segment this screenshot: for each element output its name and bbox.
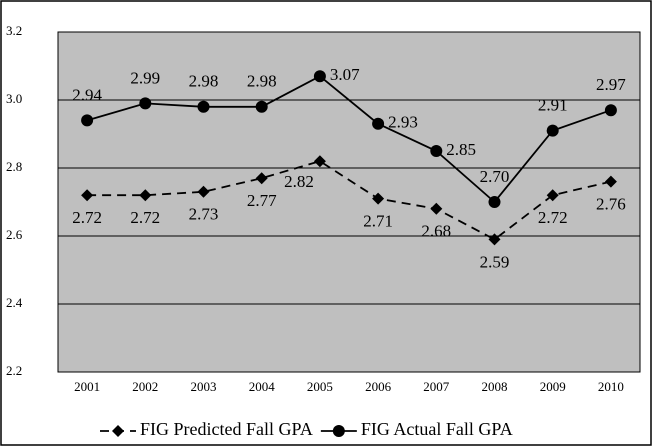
- legend-label: FIG Actual Fall GPA: [361, 419, 513, 439]
- data-point: [197, 185, 210, 198]
- data-point: [313, 155, 326, 168]
- data-label: 2.72: [538, 208, 568, 227]
- data-point: [430, 145, 443, 157]
- x-tick-label: 2003: [191, 379, 217, 394]
- data-point: [255, 172, 268, 185]
- data-label: 2.97: [596, 75, 626, 94]
- x-tick-label: 2005: [307, 379, 333, 394]
- data-point: [255, 100, 268, 113]
- data-label: 2.94: [72, 85, 102, 104]
- x-tick-label: 2002: [132, 379, 158, 394]
- data-label: 2.71: [363, 212, 393, 231]
- x-tick-label: 2008: [482, 379, 508, 394]
- data-label: 2.98: [247, 72, 277, 91]
- series-line: [86, 75, 612, 204]
- legend-label: FIG Predicted Fall GPA: [140, 419, 313, 439]
- y-tick-label: 2.8: [6, 159, 22, 174]
- data-point: [488, 233, 501, 246]
- x-tick-label: 2001: [74, 379, 100, 394]
- plot-border: [57, 31, 641, 373]
- y-tick-label: 2.4: [6, 295, 23, 310]
- x-tick-label: 2006: [365, 379, 392, 394]
- data-point: [197, 100, 210, 113]
- data-label: 2.76: [596, 195, 626, 214]
- data-point: [372, 192, 385, 205]
- x-tick-label: 2004: [249, 379, 276, 394]
- data-label: 3.07: [330, 65, 360, 84]
- data-label: 2.85: [446, 140, 476, 159]
- data-label: 2.98: [189, 72, 219, 91]
- data-point: [139, 97, 152, 110]
- y-tick-label: 3.0: [6, 91, 22, 106]
- data-point: [430, 202, 443, 215]
- y-tick-label: 2.6: [6, 227, 23, 242]
- data-point: [372, 117, 385, 130]
- x-tick-label: 2010: [598, 379, 624, 394]
- data-point: [604, 175, 617, 188]
- data-label: 2.93: [388, 113, 418, 132]
- data-point: [81, 189, 94, 202]
- data-label: 2.68: [421, 222, 451, 241]
- data-point: [546, 189, 559, 202]
- legend-marker: [332, 425, 345, 437]
- data-point: [488, 196, 501, 208]
- data-label: 2.72: [130, 208, 160, 227]
- y-tick-label: 3.2: [6, 23, 22, 38]
- x-tick-label: 2009: [540, 379, 566, 394]
- data-point: [604, 104, 617, 117]
- data-label: 2.70: [480, 167, 510, 186]
- y-tick-label: 2.2: [6, 363, 22, 378]
- plot-area: [58, 32, 640, 372]
- data-point: [546, 124, 559, 137]
- data-point: [139, 189, 152, 202]
- data-label: 2.91: [538, 96, 568, 115]
- legend-marker: [112, 425, 124, 437]
- data-label: 2.73: [189, 205, 219, 224]
- data-point: [313, 70, 326, 83]
- data-label: 2.77: [247, 191, 277, 210]
- data-label: 2.59: [480, 252, 510, 271]
- x-tick-label: 2007: [423, 379, 450, 394]
- data-label: 2.82: [284, 172, 314, 191]
- data-point: [81, 114, 94, 127]
- data-label: 2.72: [72, 208, 102, 227]
- series-line: [87, 160, 612, 241]
- data-label: 2.99: [130, 68, 160, 87]
